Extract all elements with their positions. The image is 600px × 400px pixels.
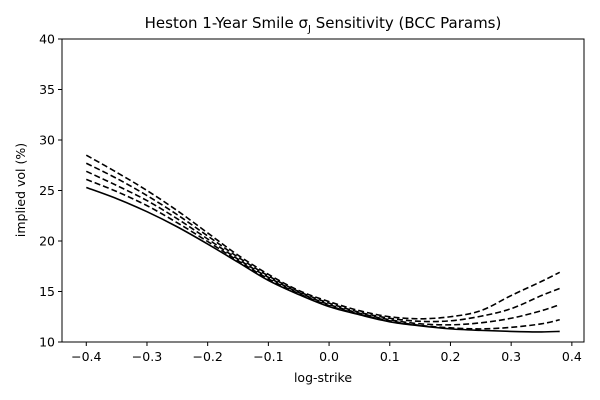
chart-title-main: Heston 1-Year Smile σ bbox=[145, 14, 309, 32]
plot-frame bbox=[61, 38, 585, 343]
series-line-1 bbox=[86, 186, 560, 333]
x-axis-label: log-strike bbox=[294, 370, 352, 385]
x-tick-label: 0.2 bbox=[441, 349, 461, 364]
axis-ticks: −0.4 −0.3 −0.2 −0.1 0.0 0.1 0.2 0.3 0.4 10 15 20 25 3… bbox=[39, 32, 582, 365]
y-tick-label: 40 bbox=[39, 32, 55, 47]
y-axis-label: implied vol (%) bbox=[13, 143, 28, 237]
y-tick-label: 30 bbox=[39, 133, 55, 148]
chart-title-subscript: J bbox=[307, 24, 311, 35]
y-tick-label: 25 bbox=[39, 183, 55, 198]
x-tick-label: 0.3 bbox=[501, 349, 521, 364]
x-tick-label: −0.2 bbox=[192, 349, 222, 364]
y-tick-label: 35 bbox=[39, 82, 55, 97]
series-line-4 bbox=[85, 162, 561, 323]
chart-title-suffix: Sensitivity (BCC Params) bbox=[311, 14, 501, 32]
series-line-2 bbox=[85, 178, 560, 330]
x-tick-label: −0.4 bbox=[71, 349, 101, 364]
chart-title: Heston 1-Year Smile σJ Sensitivity (BCC … bbox=[145, 14, 502, 35]
x-tick-label: −0.1 bbox=[253, 349, 283, 364]
y-tick-label: 15 bbox=[39, 284, 55, 299]
x-tick-label: 0.0 bbox=[319, 349, 339, 364]
y-tick-label: 20 bbox=[39, 234, 55, 249]
y-tick-label: 10 bbox=[39, 335, 55, 350]
series-line-5 bbox=[85, 154, 561, 320]
x-tick-label: −0.3 bbox=[132, 349, 162, 364]
series-lines bbox=[85, 154, 561, 333]
series-line-3 bbox=[85, 170, 560, 326]
x-tick-label: 0.1 bbox=[380, 349, 400, 364]
x-tick-label: 0.4 bbox=[562, 349, 582, 364]
